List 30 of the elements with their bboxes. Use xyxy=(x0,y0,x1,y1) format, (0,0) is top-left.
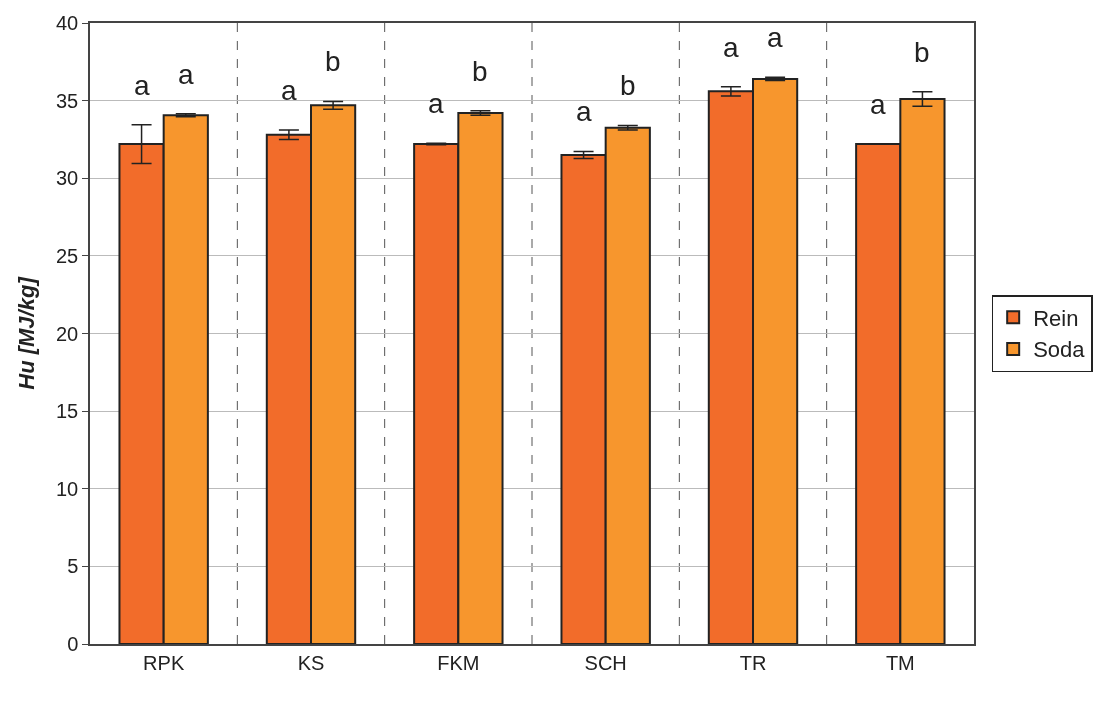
data-label: a xyxy=(281,75,297,106)
x-tick-label: SCH xyxy=(584,651,627,674)
y-tick-label: 25 xyxy=(56,244,79,267)
data-label: b xyxy=(472,56,488,87)
data-label: a xyxy=(178,59,194,90)
y-tick-label: 10 xyxy=(56,477,79,500)
x-tick-label: TR xyxy=(739,651,767,674)
data-label: a xyxy=(428,88,444,119)
x-tick-label: TM xyxy=(885,651,915,674)
y-axis-title: Hu [MJ/kg] xyxy=(14,276,40,390)
data-label: b xyxy=(914,37,930,68)
legend-label: Rein xyxy=(1033,305,1079,331)
legend-label: Soda xyxy=(1033,337,1086,363)
data-label: b xyxy=(620,70,636,101)
data-label: a xyxy=(767,22,783,53)
y-tick-label: 15 xyxy=(56,400,79,423)
y-tick-label: 30 xyxy=(56,167,79,190)
y-tick-label: 35 xyxy=(56,89,79,112)
y-tick-label: 40 xyxy=(56,12,79,34)
y-tick-label: 5 xyxy=(67,555,79,578)
y-tick-label: 20 xyxy=(56,322,79,345)
data-label: a xyxy=(723,32,739,63)
data-label: b xyxy=(325,46,341,77)
x-tick-label: RPK xyxy=(143,651,185,674)
data-label: a xyxy=(576,96,592,127)
y-tick-label: 0 xyxy=(67,633,79,655)
x-tick-label: FKM xyxy=(437,651,480,674)
x-tick-label: KS xyxy=(297,651,325,674)
data-label: a xyxy=(134,70,150,101)
data-label: a xyxy=(870,89,886,120)
